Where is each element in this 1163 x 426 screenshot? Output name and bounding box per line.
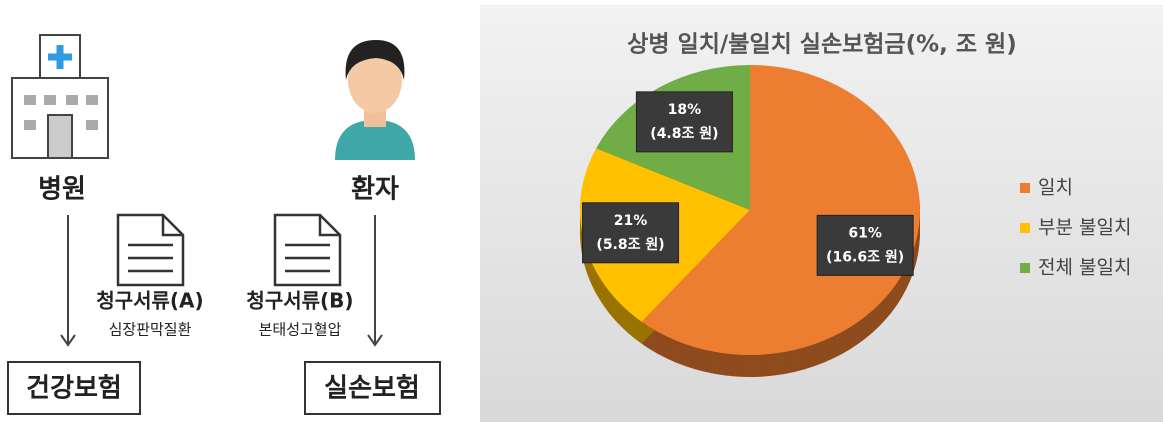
document-sublabel: 본태성고혈압 (259, 321, 342, 339)
node-label: 병원 (38, 175, 86, 205)
person-icon (335, 40, 415, 160)
chart-title: 상병 일치/불일치 실손보험금(%, 조 원) (627, 32, 1016, 58)
legend-label: 부분 불일치 (1038, 217, 1131, 239)
chart: 상병 일치/불일치 실손보험금(%, 조 원) 61% (16.6조 원) 21% (… (480, 5, 1163, 422)
legend-label: 일치 (1038, 177, 1073, 199)
legend-label: 전체 불일치 (1038, 257, 1131, 279)
data-label: (5.8조 원) (596, 237, 664, 253)
node-label: 환자 (351, 175, 399, 205)
arrows (60, 215, 383, 347)
diagram: 병원 환자 청구서류(A) 심장판막질환 청구서류(B) 본태성고혈압 건강보험… (7, 34, 441, 415)
legend-swatch (1020, 263, 1030, 273)
node-box (304, 361, 441, 415)
data-label-box (816, 214, 914, 276)
data-label: 21% (614, 213, 648, 229)
legend-swatch (1020, 223, 1030, 233)
document-label: 청구서류(B) (246, 289, 353, 313)
data-label-box (635, 91, 733, 153)
node-label: 건강보험 (26, 374, 122, 404)
data-label: (16.6조 원) (826, 249, 904, 265)
data-label: 18% (668, 102, 702, 118)
document-label: 청구서류(A) (96, 289, 203, 313)
hospital-icon (11, 34, 109, 159)
data-label: (4.8조 원) (650, 126, 718, 142)
document-icons (116, 213, 342, 287)
node-label: 실손보험 (324, 374, 420, 404)
data-label-box (582, 202, 680, 264)
legend-swatch (1020, 183, 1030, 193)
data-label: 61% (848, 225, 882, 241)
slice (641, 65, 921, 356)
document-sublabel: 심장판막질환 (109, 321, 192, 339)
node-box (7, 361, 141, 415)
